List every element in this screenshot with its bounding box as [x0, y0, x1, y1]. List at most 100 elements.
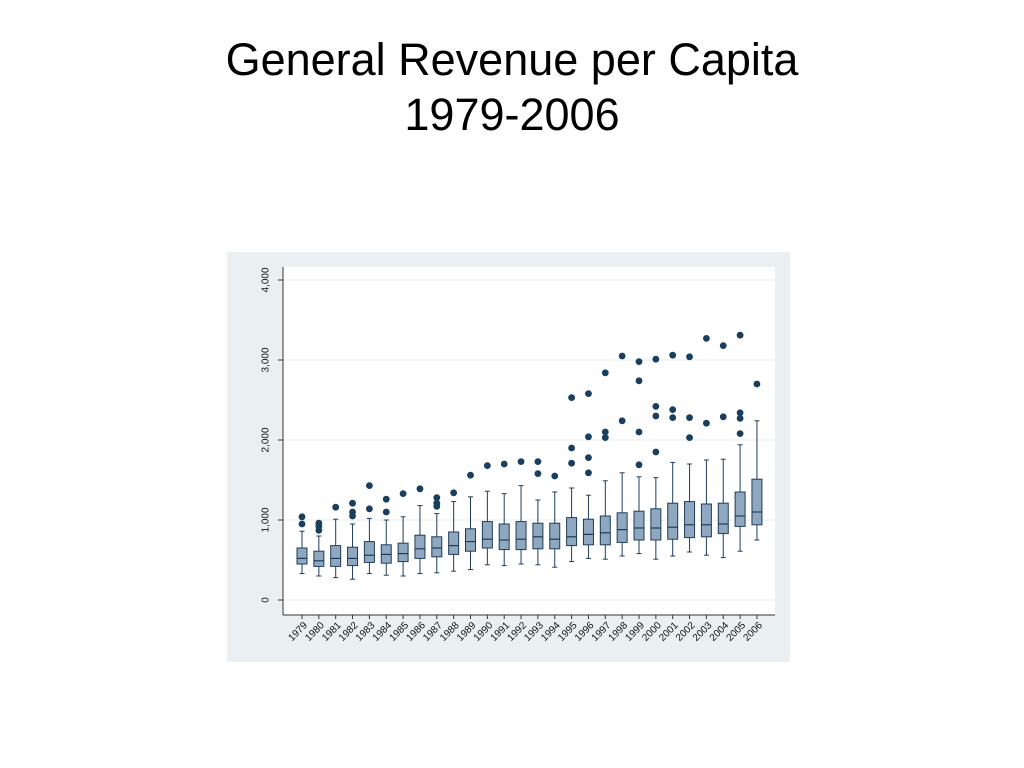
box-iqr	[532, 522, 544, 550]
outlier-point	[703, 335, 710, 342]
outlier-point	[635, 461, 643, 469]
box-1983	[363, 482, 375, 575]
outlier-point	[652, 355, 660, 363]
box-1984	[380, 495, 392, 576]
box-iqr	[650, 508, 662, 541]
outlier-point	[298, 520, 306, 528]
box-2001	[667, 351, 679, 557]
y-tick-label: 2,000	[261, 427, 272, 452]
box-1993	[532, 458, 544, 566]
box-2000	[650, 355, 662, 560]
outlier-point	[686, 414, 693, 421]
box-iqr	[633, 510, 645, 541]
box-2003	[700, 335, 712, 556]
y-tick-label: 0	[261, 597, 272, 603]
box-1979	[296, 513, 308, 575]
outlier-point	[635, 428, 643, 436]
box-iqr	[414, 534, 426, 559]
box-iqr	[448, 531, 460, 555]
outlier-point	[652, 448, 660, 456]
outlier-point	[635, 377, 643, 385]
y-tick-label: 3,000	[261, 347, 272, 372]
box-plot-chart: 01,0002,0003,0004,0001979198019811982198…	[261, 267, 775, 644]
outlier-point	[618, 352, 626, 360]
box-1997	[599, 369, 611, 560]
box-iqr	[667, 502, 679, 540]
outlier-point	[433, 494, 441, 501]
box-iqr	[363, 541, 375, 563]
outlier-point	[585, 390, 592, 397]
outlier-point	[753, 380, 761, 388]
outlier-point	[315, 519, 323, 527]
box-iqr	[684, 501, 696, 539]
box-iqr	[498, 523, 510, 551]
box-1998	[616, 352, 628, 557]
box-iqr	[347, 546, 359, 567]
outlier-point	[450, 489, 458, 497]
outlier-point	[601, 428, 609, 436]
box-iqr	[296, 547, 308, 565]
box-iqr	[616, 512, 628, 543]
box-iqr	[700, 503, 712, 538]
box-1986	[414, 485, 426, 575]
box-1991	[498, 460, 510, 567]
outlier-point	[433, 499, 441, 507]
box-iqr	[330, 545, 342, 567]
title-line-1: General Revenue per Capita	[225, 34, 799, 85]
x-tick-label: 2006	[741, 620, 765, 644]
outlier-point	[534, 470, 542, 477]
outlier-point	[585, 469, 592, 477]
box-1988	[448, 489, 460, 572]
box-1989	[465, 471, 476, 571]
box-1981	[330, 503, 342, 579]
box-1985	[397, 490, 409, 577]
outlier-point	[585, 433, 592, 441]
outlier-point	[382, 508, 390, 516]
y-tick-label: 1,000	[261, 507, 272, 532]
outlier-point	[669, 351, 677, 359]
outlier-point	[298, 513, 306, 521]
outlier-point	[568, 394, 575, 401]
outlier-point	[652, 412, 660, 420]
outlier-point	[332, 503, 340, 511]
outlier-point	[585, 454, 592, 461]
outlier-point	[635, 358, 643, 365]
y-tick-label: 4,000	[261, 267, 272, 292]
box-iqr	[717, 502, 729, 535]
title-line-2: 1979-2006	[404, 89, 620, 140]
box-iqr	[582, 518, 594, 546]
box-iqr	[397, 542, 409, 563]
outlier-point	[534, 458, 542, 465]
outlier-point	[416, 485, 424, 493]
outlier-point	[551, 472, 559, 480]
outlier-point	[366, 505, 373, 513]
boxes	[296, 331, 763, 580]
box-2006	[751, 380, 763, 541]
chart-panel: 0 1,000 2,000 3,000 4,000 1979 1980 1981 1982 198…	[227, 252, 790, 662]
slide-title: General Revenue per Capita 1979-2006	[0, 32, 1024, 142]
box-1999	[633, 358, 645, 555]
outlier-point	[349, 499, 356, 507]
box-iqr	[566, 517, 578, 547]
box-1980	[313, 519, 325, 577]
box-1982	[347, 499, 359, 580]
box-2004	[717, 342, 729, 559]
outlier-point	[568, 459, 575, 467]
box-iqr	[431, 536, 443, 558]
outlier-point	[669, 406, 677, 413]
box-1992	[515, 458, 527, 565]
box-iqr	[515, 521, 527, 551]
box-2002	[684, 353, 696, 553]
outlier-point	[736, 331, 744, 339]
box-1996	[582, 390, 594, 559]
outlier-point	[517, 458, 525, 465]
box-iqr	[751, 478, 763, 526]
box-iqr	[481, 521, 493, 549]
outlier-point	[601, 369, 609, 377]
outlier-point	[703, 419, 710, 427]
outlier-point	[736, 430, 744, 437]
outlier-point	[686, 353, 693, 361]
outlier-point	[601, 434, 609, 441]
outlier-point	[500, 460, 508, 468]
box-iqr	[599, 515, 611, 546]
